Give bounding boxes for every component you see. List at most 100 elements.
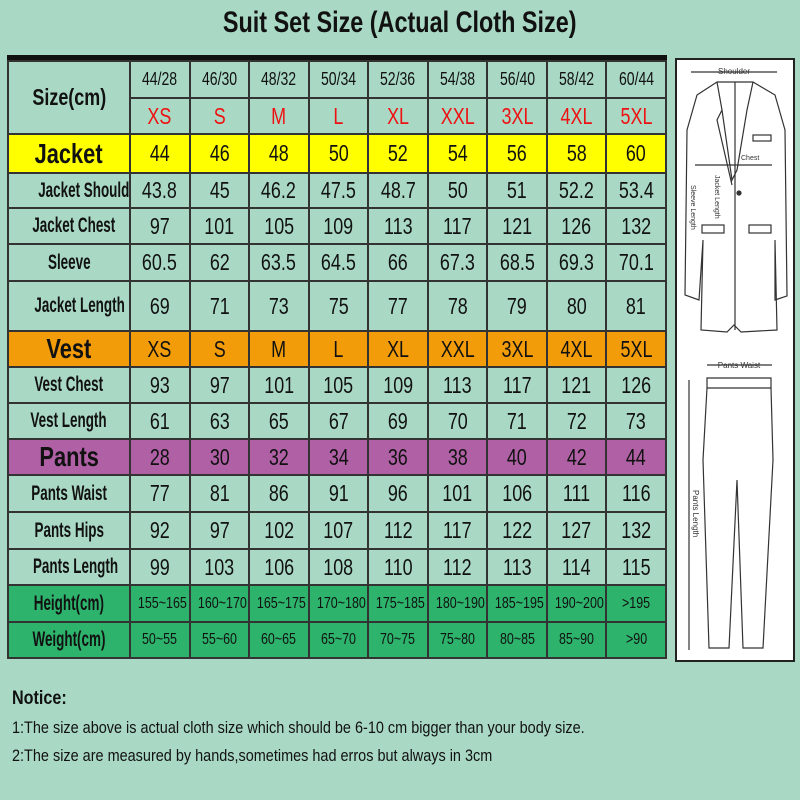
value-cell: 122	[486, 511, 548, 550]
value-cell: 81	[605, 280, 667, 332]
value-cell: 38	[426, 438, 489, 476]
value-cell: 117	[426, 207, 489, 245]
value-cell: 54	[426, 133, 489, 174]
value-cell: 50~55	[129, 621, 191, 659]
value-cell: 77	[129, 474, 191, 513]
value-cell: 109	[367, 366, 429, 404]
value-cell: 78	[426, 280, 489, 332]
value-cell: 69	[367, 402, 429, 440]
value-cell: S	[188, 330, 251, 368]
numeric-size-cell: 46/30	[188, 60, 251, 99]
value-cell: 132	[605, 511, 667, 550]
value-cell: 45	[188, 172, 251, 209]
value-cell: 68.5	[486, 243, 548, 282]
value-cell: 126	[545, 207, 608, 245]
value-cell: 185~195	[486, 584, 548, 623]
row-label: Jacket Shoulder	[7, 172, 131, 209]
value-cell: 60~65	[248, 621, 310, 659]
svg-text:Chest: Chest	[741, 155, 759, 162]
numeric-size-cell: 60/44	[605, 60, 667, 99]
value-cell: 80	[545, 280, 608, 332]
value-cell: 66	[367, 243, 429, 282]
table-row: Pants Length 99 103 106 108 110 112 113 114 115	[7, 548, 667, 586]
value-cell: 55~60	[188, 621, 251, 659]
value-cell: 4XL	[545, 330, 608, 368]
value-cell: 40	[486, 438, 548, 476]
value-cell: 62	[188, 243, 251, 282]
value-cell: 106	[486, 474, 548, 513]
table-row: Height(cm) 155~165 160~170 165~175 170~180 17…	[7, 584, 667, 623]
row-label: Jacket Length	[7, 280, 131, 332]
header-row-letter: XS S M L XL XXL 3XL 4XL 5XL	[8, 97, 667, 135]
value-cell: 113	[486, 548, 548, 586]
value-cell: 72	[545, 402, 608, 440]
value-cell: 28	[129, 438, 191, 476]
letter-size-cell: M	[248, 97, 310, 135]
row-label: Pants Waist	[7, 474, 131, 513]
value-cell: 47.5	[307, 172, 370, 209]
row-label: Pants	[7, 438, 131, 476]
value-cell: >195	[605, 584, 667, 623]
numeric-size-cell: 56/40	[486, 60, 548, 99]
size-table: Size(cm) 44/28 46/30 48/32 50/34 52/36 54/38 5…	[7, 55, 667, 659]
notice-title: Notice:	[12, 688, 67, 709]
row-label: Vest Chest	[7, 366, 131, 404]
table-row: Jacket Shoulder43.84546.247.548.7505152.…	[7, 172, 667, 209]
value-cell: 117	[486, 366, 548, 404]
value-cell: 67	[307, 402, 370, 440]
value-cell: 114	[545, 548, 608, 586]
value-cell: 70	[426, 402, 489, 440]
value-cell: M	[248, 330, 310, 368]
value-cell: 110	[367, 548, 429, 586]
value-cell: 65~70	[307, 621, 370, 659]
value-cell: 48.7	[367, 172, 429, 209]
value-cell: 112	[426, 548, 489, 586]
value-cell: 105	[248, 207, 310, 245]
value-cell: 63.5	[248, 243, 310, 282]
svg-text:Sleeve Length: Sleeve Length	[689, 185, 696, 230]
row-label: Pants Length	[7, 548, 131, 586]
value-cell: 60.5	[129, 243, 191, 282]
value-cell: 190~200	[545, 584, 608, 623]
value-cell: 109	[307, 207, 370, 245]
letter-size-cell: XS	[129, 97, 191, 135]
value-cell: 79	[486, 280, 548, 332]
table-row: Pants Waist 77 81 86 91 96 101 106 111 116	[7, 474, 667, 513]
table-row: Jacket Chest 97 101 105 109 113 117 121 126 132	[7, 207, 667, 245]
suit-measurement-diagram: Shoulder Chest Sleeve Length Jacket Leng…	[675, 58, 795, 662]
row-label: Jacket	[7, 133, 131, 174]
value-cell: 73	[605, 402, 667, 440]
numeric-size-cell: 52/36	[367, 60, 429, 99]
svg-text:Pants Waist: Pants Waist	[718, 361, 761, 370]
value-cell: 85~90	[545, 621, 608, 659]
notice-section: Notice: 1:The size above is actual cloth…	[12, 688, 686, 774]
value-cell: 58	[545, 133, 608, 174]
value-cell: 46.2	[248, 172, 310, 209]
value-cell: 67.3	[426, 243, 489, 282]
table-row: Pants 28 30 32 34 36 38 40 42 44	[7, 438, 667, 476]
value-cell: >90	[605, 621, 667, 659]
value-cell: 52.2	[545, 172, 608, 209]
value-cell: 36	[367, 438, 429, 476]
value-cell: 112	[367, 511, 429, 550]
value-cell: L	[307, 330, 370, 368]
table-row: Vest XS S M L XL XXL 3XL 4XL 5XL	[7, 330, 667, 368]
value-cell: 80~85	[486, 621, 548, 659]
value-cell: 113	[426, 366, 489, 404]
value-cell: 61	[129, 402, 191, 440]
numeric-size-cell: 50/34	[307, 60, 370, 99]
value-cell: 3XL	[486, 330, 548, 368]
value-cell: 108	[307, 548, 370, 586]
letter-size-cell: 4XL	[545, 97, 608, 135]
notice-line-2: 2:The size are measured by hands,sometim…	[12, 746, 493, 765]
table-row: Vest Chest 93 97 101 105 109 113 117 121 126	[7, 366, 667, 404]
value-cell: XXL	[426, 330, 489, 368]
value-cell: XL	[367, 330, 429, 368]
value-cell: 107	[307, 511, 370, 550]
value-cell: 44	[129, 133, 191, 174]
value-cell: 30	[188, 438, 251, 476]
row-label: Sleeve	[7, 243, 131, 282]
svg-text:Shoulder: Shoulder	[718, 67, 750, 76]
value-cell: 44	[605, 438, 667, 476]
value-cell: 132	[605, 207, 667, 245]
